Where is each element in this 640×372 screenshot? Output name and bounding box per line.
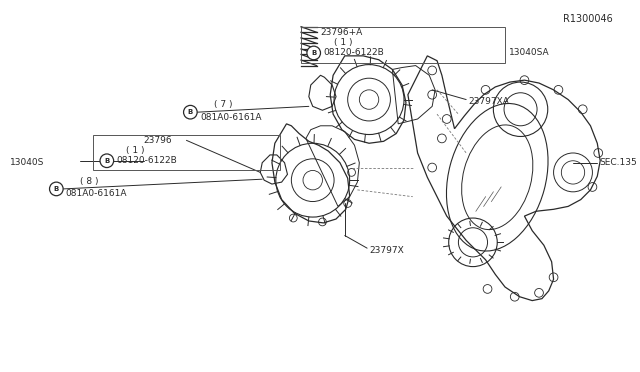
Text: ( 1 ): ( 1 ) <box>334 38 353 47</box>
Circle shape <box>100 154 114 167</box>
Text: 081A0-6161A: 081A0-6161A <box>65 189 127 198</box>
Text: 08120-6122B: 08120-6122B <box>116 156 177 165</box>
Text: B: B <box>104 158 109 164</box>
Bar <box>301 27 505 62</box>
Text: ( 8 ): ( 8 ) <box>79 177 98 186</box>
Text: 13040S: 13040S <box>10 158 44 167</box>
Text: B: B <box>54 186 59 192</box>
Text: 13040SA: 13040SA <box>509 48 550 57</box>
Circle shape <box>49 182 63 196</box>
Text: SEC.135: SEC.135 <box>599 158 637 167</box>
Circle shape <box>307 46 321 60</box>
Text: 081A0-6161A: 081A0-6161A <box>200 113 262 122</box>
Text: 23797XA: 23797XA <box>468 97 509 106</box>
Circle shape <box>184 105 197 119</box>
Text: ( 7 ): ( 7 ) <box>214 100 232 109</box>
Text: B: B <box>311 50 316 56</box>
Text: R1300046: R1300046 <box>563 14 613 24</box>
Text: ( 1 ): ( 1 ) <box>126 145 145 155</box>
Text: 23797X: 23797X <box>369 246 404 254</box>
Text: 23796+A: 23796+A <box>321 28 363 37</box>
Bar <box>93 135 280 170</box>
Text: B: B <box>188 109 193 115</box>
Text: 08120-6122B: 08120-6122B <box>323 48 384 57</box>
Text: 23796: 23796 <box>144 136 172 145</box>
